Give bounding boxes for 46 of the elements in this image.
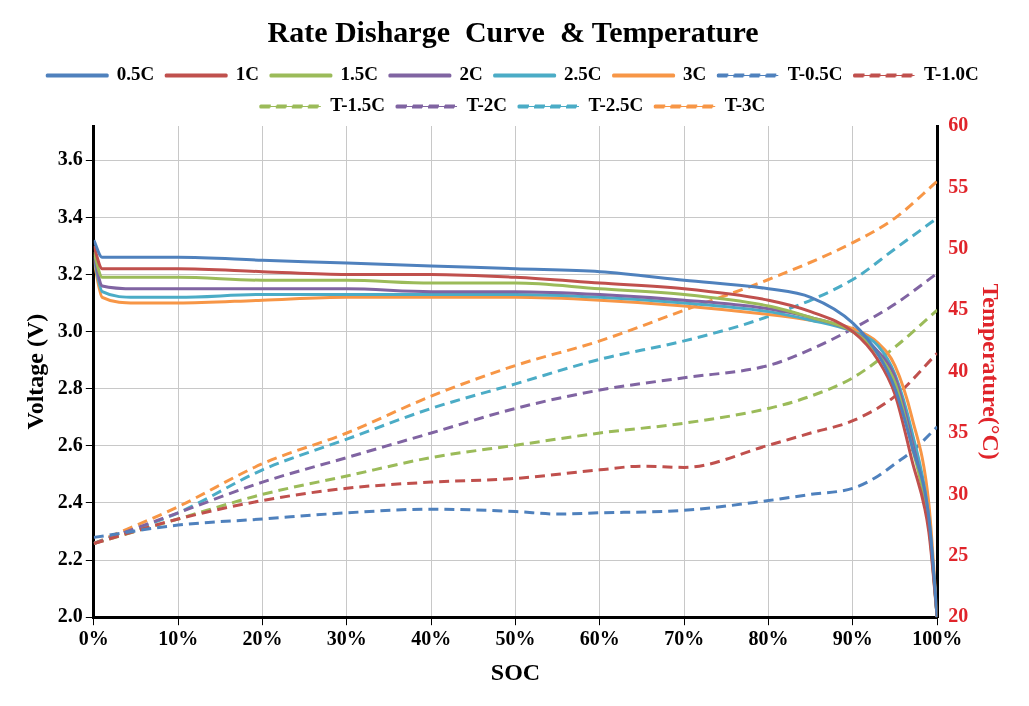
x-tick-label: 80% (748, 627, 789, 650)
legend-label: T-1.5C (330, 94, 386, 116)
legend-label: T-2.5C (588, 94, 644, 116)
y2-tick-label: 55 (948, 174, 969, 197)
y-tick-label: 3.2 (57, 261, 83, 284)
x-tick-label: 30% (326, 627, 367, 650)
legend-label: 3C (683, 63, 707, 85)
legend-label: 1C (235, 63, 259, 85)
y-tick-label: 3.6 (57, 147, 83, 170)
y2-tick-label: 45 (948, 297, 969, 320)
y-tick-label: 2.6 (57, 433, 83, 456)
x-tick-label: 60% (579, 627, 620, 650)
y2-tick-label: 25 (948, 542, 969, 565)
legend-label: 2C (459, 63, 483, 85)
y2-tick-label: 50 (948, 235, 969, 258)
legend-label: 1.5C (340, 63, 378, 85)
x-tick-label: 20% (242, 627, 283, 650)
y-tick-label: 2.8 (57, 375, 83, 398)
x-axis-title: SOC (490, 658, 541, 685)
y-tick-label: 2.0 (57, 604, 83, 627)
legend-label: T-2C (466, 94, 508, 116)
x-tick-label: 50% (495, 627, 536, 650)
x-tick-label: 90% (832, 627, 873, 650)
x-tick-label: 100% (912, 627, 963, 650)
y2-tick-label: 35 (948, 420, 969, 443)
x-tick-label: 10% (158, 627, 199, 650)
legend-label: 0.5C (116, 63, 155, 85)
legend-label: T-3C (724, 94, 766, 116)
y2-tick-label: 60 (948, 113, 969, 136)
x-tick-label: 70% (664, 627, 705, 650)
legend-label: T-1.0C (924, 63, 979, 85)
y-tick-label: 3.4 (57, 204, 83, 227)
y2-tick-label: 30 (948, 481, 969, 504)
y2-tick-label: 20 (948, 604, 969, 627)
legend-label: 2.5C (564, 63, 602, 85)
y2-axis-title: Temperature(°C) (978, 283, 1005, 460)
line-series (93, 425, 938, 539)
x-tick-label: 40% (411, 627, 452, 650)
y2-tick-label: 40 (948, 358, 969, 381)
y-tick-label: 2.2 (57, 547, 83, 570)
legend-label: T-0.5C (787, 63, 843, 85)
x-tick-label: 0% (78, 627, 109, 650)
chart-title: Rate Disharge Curve & Temperature (267, 14, 759, 48)
y-tick-label: 2.4 (57, 490, 83, 513)
y-tick-label: 3.0 (57, 318, 83, 341)
y-axis-title: Voltage (V) (21, 313, 48, 430)
